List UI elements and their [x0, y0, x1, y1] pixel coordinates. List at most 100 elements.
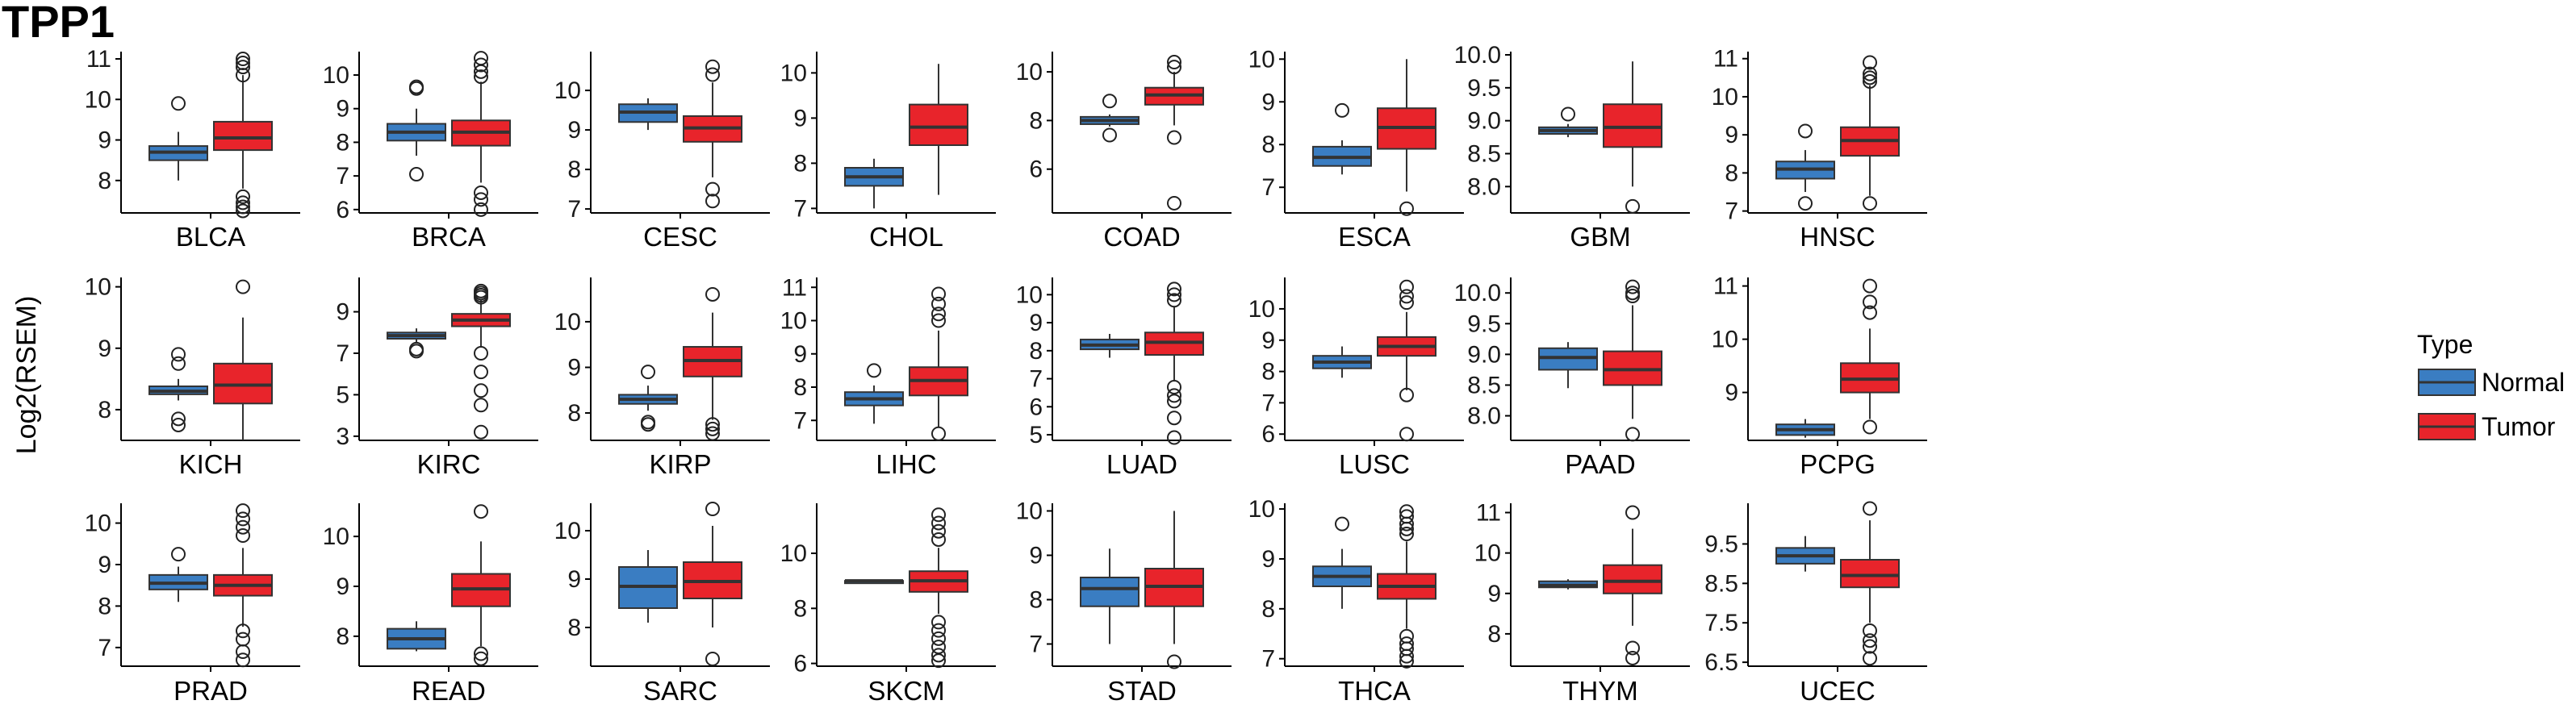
- y-tick-label: 7: [1029, 632, 1043, 658]
- outlier-point: [236, 519, 250, 535]
- panel-lusc: 6 7 8 9 10 LUSC: [1248, 277, 1464, 479]
- panel-stad: 7 8 9 10 STAD: [1016, 498, 1232, 706]
- y-tick-label: 10: [554, 77, 581, 104]
- normal-box-pcpg: [1775, 419, 1835, 438]
- normal-box-lihc: [844, 363, 904, 424]
- panel-thym: 8 9 10 11 THYM: [1474, 500, 1690, 706]
- category-label: KICH: [179, 449, 243, 479]
- y-tick-label: 10.0: [1454, 42, 1501, 69]
- normal-box-esca: [1312, 102, 1372, 175]
- y-tick-label: 8: [793, 150, 807, 177]
- normal-box-prad: [148, 547, 208, 602]
- outlier-point: [1167, 287, 1181, 302]
- category-label: KIRC: [417, 449, 481, 479]
- category-label: SKCM: [868, 676, 944, 706]
- tumor-box-hnsc: [1840, 55, 1900, 211]
- outlier-point: [931, 515, 946, 531]
- tumor-box-cesc: [683, 59, 742, 209]
- outlier-point: [171, 96, 186, 111]
- legend: Type Normal Tumor: [2417, 330, 2565, 441]
- y-tick-label: 10: [780, 308, 807, 335]
- y-tick-label: 7.5: [1704, 610, 1738, 636]
- y-tick-label: 8.5: [1467, 372, 1501, 398]
- normal-box-read: [387, 621, 446, 652]
- outlier-point: [236, 68, 250, 83]
- outlier-point: [409, 167, 424, 182]
- outlier-point: [641, 417, 655, 432]
- iqr-box: [1603, 103, 1662, 148]
- normal-box-thym: [1538, 579, 1598, 590]
- outlier-point: [1399, 427, 1414, 442]
- y-tick-label: 10: [85, 86, 111, 113]
- outlier-point: [1167, 388, 1181, 403]
- y-tick-label: 10: [85, 274, 111, 301]
- outlier-point: [1625, 505, 1640, 520]
- outlier-point: [705, 67, 720, 82]
- y-tick-label: 9: [1261, 89, 1275, 115]
- category-label: COAD: [1103, 222, 1180, 252]
- y-tick-label: 9.5: [1467, 75, 1501, 102]
- outlier-point: [705, 421, 720, 436]
- outlier-point: [1863, 278, 1877, 294]
- category-label: CESC: [643, 222, 717, 252]
- y-tick-label: 7: [793, 407, 807, 434]
- y-tick-label: 8: [567, 156, 581, 183]
- panel-thca: 7 8 9 10 THCA: [1248, 496, 1464, 706]
- outlier-point: [931, 531, 946, 547]
- outlier-point: [474, 192, 488, 207]
- y-tick-label: 7: [1261, 174, 1275, 201]
- legend-item-tumor: Tumor: [2418, 412, 2556, 441]
- outlier-point: [1399, 295, 1414, 311]
- panel-paad: 8.0 8.5 9.0 9.5 10.0 PAAD: [1454, 277, 1690, 479]
- outlier-point: [171, 411, 186, 427]
- tumor-box-gbm: [1603, 61, 1662, 214]
- normal-box-kich: [148, 347, 208, 432]
- outlier-point: [1863, 196, 1877, 211]
- legend-items: Normal Tumor: [2418, 368, 2565, 441]
- tumor-box-prad: [213, 503, 273, 668]
- outlier-point: [1863, 55, 1877, 70]
- outlier-point: [1167, 411, 1181, 426]
- category-label: HNSC: [1800, 222, 1876, 252]
- outlier-point: [705, 181, 720, 197]
- panel-prad: 7 8 9 10 PRAD: [85, 503, 300, 706]
- outlier-point: [474, 202, 488, 217]
- outlier-point: [931, 653, 946, 669]
- outlier-point: [1863, 305, 1877, 320]
- tumor-box-kich: [213, 279, 273, 440]
- panel-lihc: 7 8 9 10 11 LIHC: [780, 274, 996, 479]
- legend-label: Tumor: [2482, 412, 2556, 441]
- panel-brca: 6 7 8 9 10 BRCA: [323, 51, 538, 252]
- outlier-point: [474, 365, 488, 380]
- outlier-point: [474, 424, 488, 440]
- outlier-point: [1625, 650, 1640, 665]
- outlier-point: [236, 623, 250, 639]
- outlier-point: [1863, 623, 1877, 638]
- y-tick-label: 7: [1029, 366, 1043, 393]
- tumor-box-sarc: [683, 502, 742, 666]
- y-tick-label: 9: [793, 105, 807, 131]
- y-tick-label: 11: [86, 46, 111, 73]
- iqr-box: [909, 103, 968, 147]
- tumor-box-luad: [1144, 281, 1204, 445]
- outlier-point: [236, 511, 250, 527]
- category-label: KIRP: [649, 449, 711, 479]
- category-label: READ: [412, 676, 486, 706]
- tumor-box-chol: [909, 64, 968, 195]
- y-tick-label: 9.0: [1467, 341, 1501, 368]
- tumor-box-skcm: [909, 507, 968, 669]
- outlier-point: [474, 504, 488, 519]
- category-label: BRCA: [412, 222, 486, 252]
- outlier-point: [171, 547, 186, 562]
- y-tick-label: 3: [336, 423, 349, 450]
- y-tick-label: 10: [1712, 84, 1738, 110]
- y-tick-label: 10: [1712, 327, 1738, 353]
- outlier-point: [1625, 427, 1640, 442]
- outlier-point: [931, 523, 946, 539]
- tumor-box-kirc: [451, 283, 511, 440]
- y-tick-label: 10: [554, 309, 581, 336]
- outlier-point: [1399, 521, 1414, 536]
- outlier-point: [705, 652, 720, 666]
- normal-box-kirc: [387, 328, 446, 359]
- panel-blca: 8 9 10 11 BLCA: [85, 46, 300, 252]
